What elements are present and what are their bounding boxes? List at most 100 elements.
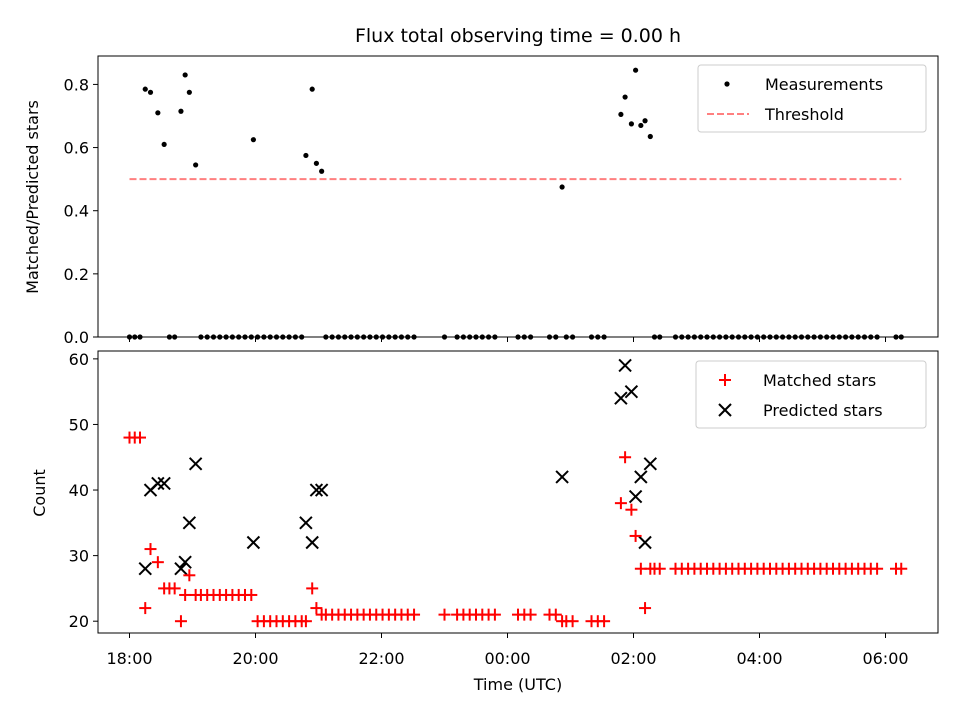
matched-point	[629, 529, 642, 542]
y-tick-label: 20	[69, 612, 89, 631]
matched-stars-series	[123, 431, 908, 628]
predicted-point	[174, 562, 188, 576]
measurement-point	[559, 184, 565, 190]
matched-point	[245, 588, 258, 601]
legend-threshold-label: Threshold	[764, 105, 844, 124]
matched-point	[488, 608, 501, 621]
matched-point	[144, 543, 157, 556]
bottom-x-axis: 18:00 20:00 22:00 00:00 02:00 04:00 06:00	[106, 633, 909, 668]
matched-point	[566, 615, 579, 628]
legend-matched-label: Matched stars	[763, 371, 876, 390]
matched-point	[653, 562, 666, 575]
predicted-stars-series	[138, 358, 658, 576]
matched-point	[174, 615, 187, 628]
measurement-point	[155, 110, 161, 116]
predicted-point	[555, 470, 569, 484]
predicted-point	[188, 457, 203, 471]
x-tick-label: 00:00	[484, 649, 530, 668]
top-panel: Flux total observing time = 0.00 h 0.00.…	[23, 25, 939, 347]
predicted-point	[305, 535, 319, 550]
predicted-point	[624, 384, 639, 399]
matched-point	[408, 608, 421, 621]
measurement-point	[618, 111, 624, 118]
y-tick-label: 0.2	[64, 265, 89, 284]
top-y-axis-label: Matched/Predicted stars	[23, 100, 42, 294]
legend-measurements-marker	[724, 81, 730, 87]
y-tick-label: 0.0	[64, 328, 89, 347]
matched-point	[639, 602, 652, 615]
measurement-point	[633, 67, 639, 73]
measurement-point	[186, 89, 192, 95]
predicted-point	[309, 483, 324, 497]
matched-point	[168, 582, 181, 595]
predicted-point	[614, 391, 628, 405]
x-tick-label: 20:00	[232, 649, 278, 668]
measurement-point	[638, 122, 644, 129]
predicted-point	[314, 483, 329, 497]
matched-point	[151, 556, 164, 569]
matched-point	[310, 602, 323, 615]
measurement-point	[193, 162, 199, 168]
measurement-point	[178, 108, 184, 114]
matched-point	[438, 608, 451, 621]
matched-point	[299, 615, 312, 628]
bottom-y-axis-label: Count	[30, 469, 49, 517]
matched-point	[183, 569, 196, 582]
measurement-point	[642, 118, 648, 124]
y-tick-label: 40	[69, 481, 89, 500]
predicted-point	[151, 476, 165, 491]
predicted-point	[157, 476, 171, 491]
matched-point	[598, 615, 611, 628]
predicted-point	[246, 535, 261, 550]
matched-point	[179, 588, 192, 601]
y-tick-label: 0.4	[64, 202, 89, 221]
chart-title: Flux total observing time = 0.00 h	[355, 25, 681, 47]
x-tick-label: 22:00	[358, 649, 404, 668]
measurement-point	[622, 94, 628, 100]
top-plot-frame	[97, 55, 939, 338]
measurement-point	[313, 160, 319, 166]
bottom-y-axis: 20 30 40 50 60	[69, 350, 98, 631]
predicted-point	[299, 516, 313, 530]
predicted-point	[138, 562, 152, 576]
bottom-plot-frame	[97, 350, 939, 634]
measurement-point	[182, 72, 188, 78]
bottom-legend: Matched stars Predicted stars	[695, 360, 927, 429]
matched-point	[524, 608, 537, 621]
measurement-point	[303, 152, 309, 159]
matched-point	[871, 562, 884, 575]
predicted-point	[638, 535, 652, 550]
measurement-point	[250, 137, 256, 143]
x-axis-label: Time (UTC)	[473, 675, 562, 694]
y-tick-label: 0.8	[64, 75, 89, 94]
predicted-point	[618, 358, 632, 373]
matched-point	[614, 497, 627, 510]
y-tick-label: 0.6	[64, 139, 89, 158]
predicted-point	[628, 489, 643, 504]
x-tick-label: 04:00	[736, 649, 782, 668]
top-legend: Measurements Threshold	[697, 64, 927, 133]
matched-point	[549, 608, 562, 621]
predicted-point	[178, 555, 192, 569]
legend-predicted-marker	[718, 403, 732, 417]
measurement-point	[319, 168, 325, 174]
matched-point	[134, 431, 146, 444]
x-tick-label: 06:00	[862, 649, 908, 668]
predicted-point	[643, 457, 658, 471]
matched-point	[895, 562, 908, 575]
legend-matched-marker	[719, 374, 731, 386]
y-tick-label: 60	[69, 350, 89, 369]
bottom-panel: 20 30 40 50 60 18:00 20:00 22:00 00:00 02:00 04:0…	[30, 350, 939, 694]
legend-measurements-label: Measurements	[765, 75, 883, 94]
measurement-point	[647, 133, 653, 140]
matched-point	[625, 503, 638, 516]
predicted-point	[182, 516, 197, 530]
top-x-axis	[129, 337, 886, 342]
top-y-axis: 0.0 0.2 0.4 0.6 0.8	[64, 75, 98, 347]
measurement-point	[628, 121, 635, 127]
y-tick-label: 30	[69, 547, 89, 566]
measurement-point	[142, 86, 148, 92]
predicted-point	[634, 470, 648, 484]
x-tick-label: 18:00	[106, 649, 152, 668]
